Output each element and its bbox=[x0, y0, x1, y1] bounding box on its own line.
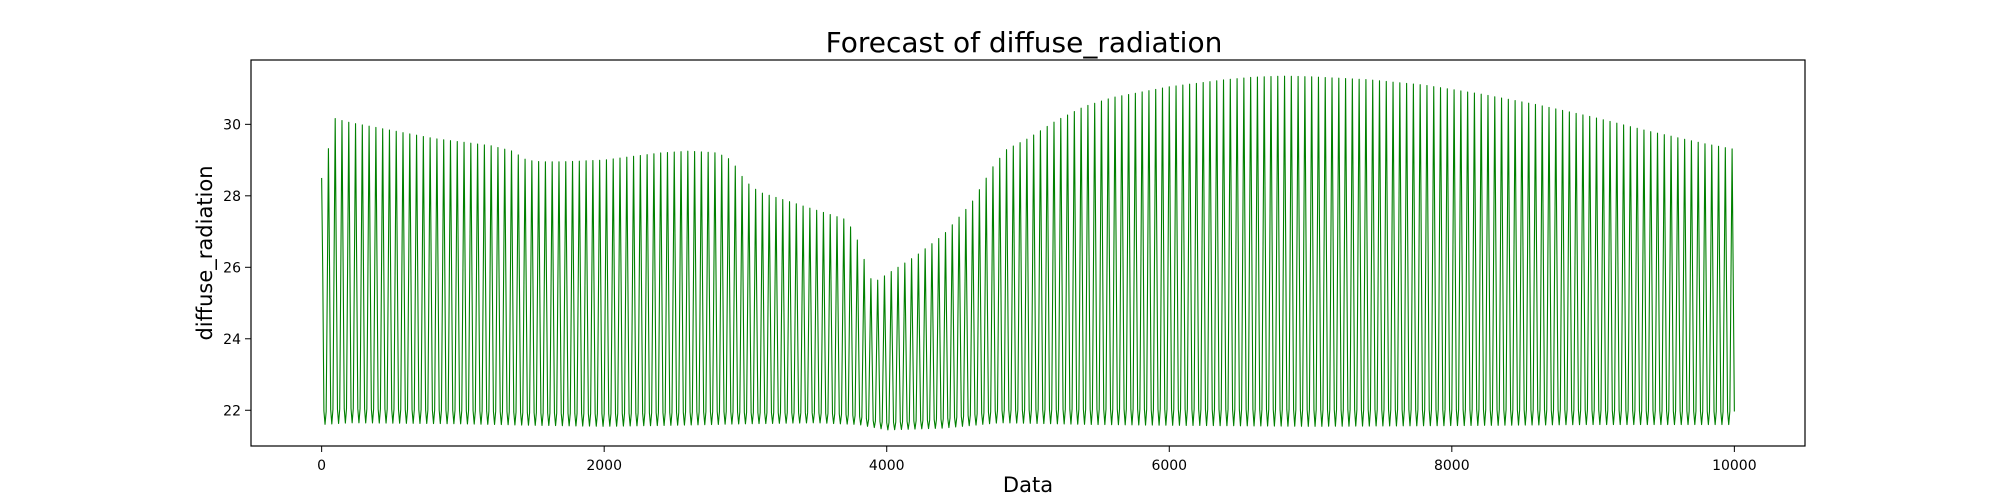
x-tick-label: 0 bbox=[317, 458, 326, 474]
y-axis-ticks: 22 24 26 28 30 bbox=[223, 117, 251, 419]
x-tick-label: 8000 bbox=[1434, 458, 1470, 474]
x-tick-label: 10000 bbox=[1712, 458, 1757, 474]
y-tick-label: 24 bbox=[223, 332, 241, 348]
chart-title: Forecast of diffuse_radiation bbox=[826, 26, 1223, 59]
x-tick-label: 6000 bbox=[1151, 458, 1187, 474]
x-tick-label: 2000 bbox=[586, 458, 622, 474]
x-axis-title: Data bbox=[1003, 473, 1053, 497]
y-tick-label: 22 bbox=[223, 403, 241, 419]
y-tick-label: 28 bbox=[223, 189, 241, 205]
plot-area-frame bbox=[250, 59, 1806, 447]
plot-series bbox=[321, 75, 1735, 431]
y-tick-label: 26 bbox=[223, 260, 241, 276]
x-tick-label: 4000 bbox=[869, 458, 905, 474]
series-line-forecast bbox=[321, 75, 1735, 431]
y-axis-title: diffuse_radiation bbox=[193, 165, 218, 340]
y-tick-label: 30 bbox=[223, 117, 241, 133]
x-axis-ticks: 0 2000 4000 6000 8000 10000 bbox=[317, 446, 1757, 474]
